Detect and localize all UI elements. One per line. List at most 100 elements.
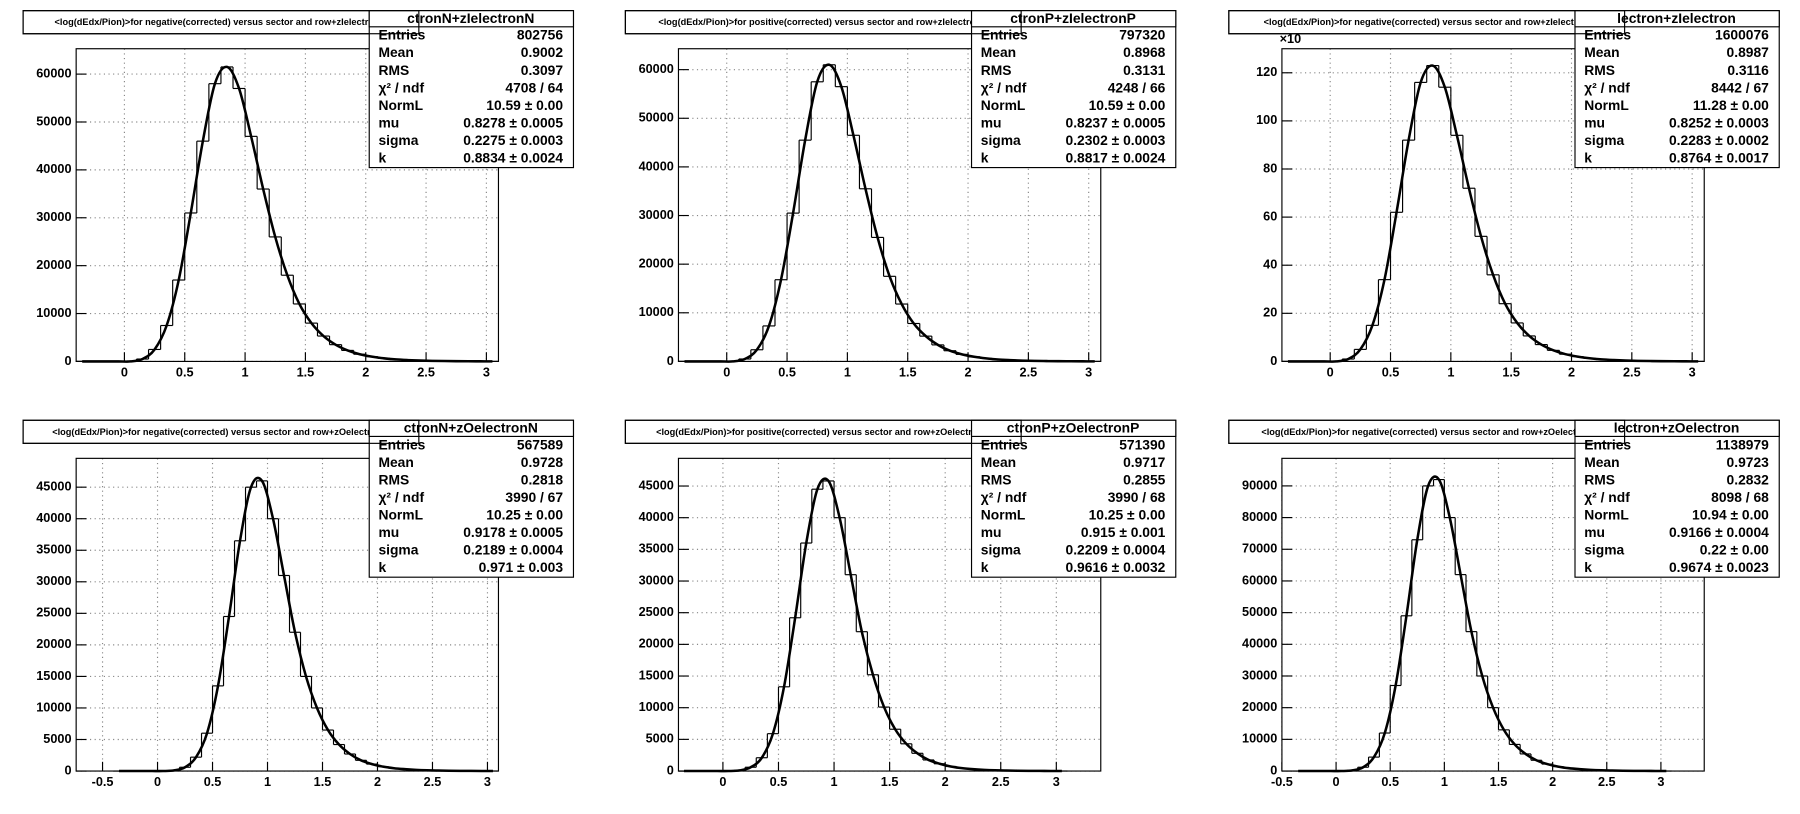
x-tick-label: 2.5: [992, 775, 1010, 789]
x-tick-label: 3: [1053, 775, 1060, 789]
x-tick-label: 2: [1549, 775, 1556, 789]
x-tick-label: 0: [719, 775, 726, 789]
stats-value: 0.2818: [521, 471, 564, 487]
stats-label: χ² / ndf: [1584, 79, 1630, 95]
x-tick-label: 0.5: [1381, 775, 1399, 789]
x-tick-label: 0.5: [770, 775, 788, 789]
y-tick-label: 50000: [639, 111, 674, 125]
x-tick-label: 3: [1085, 365, 1092, 379]
x-tick-label: 2: [1568, 365, 1575, 379]
stats-value: 10.59 ± 0.00: [1089, 97, 1166, 113]
stats-label: sigma: [1584, 542, 1624, 558]
stats-title: lectron+zIelectron: [1617, 10, 1736, 26]
stats-value: 0.8252 ± 0.0003: [1669, 114, 1769, 130]
stats-value: 4248 / 66: [1108, 79, 1166, 95]
y-tick-label: 30000: [36, 574, 71, 588]
stats-value: 802756: [517, 27, 563, 43]
y-tick-label: 60000: [639, 62, 674, 76]
y-tick-label: 0: [667, 763, 674, 777]
y-tick-label: 35000: [36, 543, 71, 557]
stats-label: NormL: [1584, 506, 1629, 522]
stats-header: [970, 419, 1177, 437]
plot-frame: [677, 48, 1102, 362]
stats-value: 571390: [1119, 436, 1165, 452]
plot-frame: [75, 48, 500, 362]
stats-value: 0.3097: [521, 62, 564, 78]
stats-label: RMS: [378, 62, 409, 78]
stats-value: 0.8764 ± 0.0017: [1669, 149, 1769, 165]
x-tick-label: 3: [1657, 775, 1664, 789]
x-tick-label: 0: [154, 775, 161, 789]
y-tick-label: 20000: [36, 637, 71, 651]
y-tick-label: 0: [64, 763, 71, 777]
stats-value: 0.2283 ± 0.0002: [1669, 132, 1769, 148]
stats-value: 10.94 ± 0.00: [1692, 506, 1769, 522]
stats-value: 0.2302 ± 0.0003: [1066, 132, 1166, 148]
plot-frame: [1281, 457, 1705, 772]
x-tick-label: 2.5: [1623, 365, 1641, 379]
stats-value: 0.8278 ± 0.0005: [463, 114, 563, 130]
stats-label: NormL: [378, 97, 423, 113]
stats-box: [1574, 419, 1780, 578]
plot-title: <log(dEdx/Pion)>for negative(corrected) …: [52, 427, 389, 437]
stats-label: Entries: [981, 27, 1028, 43]
stats-label: NormL: [981, 506, 1026, 522]
stats-value: 0.2855: [1123, 471, 1166, 487]
stats-label: χ² / ndf: [1584, 489, 1630, 505]
title-box-cover: [22, 419, 420, 444]
fit-curve: [82, 65, 493, 363]
title-box-cover: [1228, 10, 1626, 35]
plot-title: <log(dEdx/Pion)>for positive(corrected) …: [656, 427, 989, 437]
y-tick-label: 120: [1256, 65, 1277, 79]
y-tick-label: 80: [1263, 161, 1277, 175]
y-tick-label: 10000: [639, 700, 674, 714]
x-tick-label: 1.5: [297, 365, 315, 379]
stats-value: 797320: [1119, 27, 1165, 43]
y-tick-label: 70000: [1242, 542, 1277, 556]
y-tick-label: 30000: [36, 210, 71, 224]
stats-value: 3990 / 67: [505, 489, 563, 505]
x-tick-label: 0: [121, 365, 128, 379]
stats-header: [1574, 419, 1780, 437]
stats-value: 0.971 ± 0.003: [479, 559, 564, 575]
plot-title: <log(dEdx/Pion)>for negative(corrected) …: [55, 17, 387, 27]
x-tick-label: 1.5: [1502, 365, 1520, 379]
stats-label: k: [378, 149, 386, 165]
y-tick-label: 15000: [639, 668, 674, 682]
stats-value: 0.9717: [1123, 454, 1166, 470]
stats-value: 567589: [517, 436, 563, 452]
fit-curve: [684, 477, 1062, 773]
stats-label: mu: [1584, 114, 1605, 130]
y-tick-label: 20000: [36, 258, 71, 272]
y-tick-label: 30000: [639, 208, 674, 222]
stats-value: 0.8987: [1727, 44, 1770, 60]
x-tick-label: 1.5: [899, 365, 917, 379]
y-tick-label: 30000: [639, 573, 674, 587]
plot-title: <log(dEdx/Pion)>for negative(corrected) …: [1261, 427, 1591, 437]
x-tick-label: 0.5: [176, 365, 194, 379]
y-multiplier: ×10: [1280, 32, 1302, 46]
stats-title: ctronN+zIelectronN: [407, 10, 534, 26]
x-tick-label: 0.5: [204, 775, 222, 789]
stats-label: NormL: [378, 506, 423, 522]
y-tick-label: 90000: [1242, 478, 1277, 492]
stats-label: mu: [378, 114, 399, 130]
x-tick-label: 2: [362, 365, 369, 379]
stats-label: k: [981, 559, 989, 575]
plot-title: <log(dEdx/Pion)>for positive(corrected) …: [658, 17, 987, 27]
stats-title: ctronP+zIelectronP: [1010, 10, 1136, 26]
x-tick-label: 3: [483, 365, 490, 379]
stats-label: NormL: [981, 97, 1026, 113]
stats-label: sigma: [378, 132, 418, 148]
stats-label: Entries: [378, 436, 425, 452]
stats-label: χ² / ndf: [378, 489, 424, 505]
x-tick-label: 0: [723, 365, 730, 379]
fit-curve: [119, 476, 493, 773]
stats-label: mu: [378, 524, 399, 540]
stats-value: 0.8237 ± 0.0005: [1066, 114, 1166, 130]
stats-label: Entries: [1584, 27, 1631, 43]
stats-value: 0.22 ± 0.00: [1700, 542, 1769, 558]
stats-label: sigma: [981, 132, 1021, 148]
